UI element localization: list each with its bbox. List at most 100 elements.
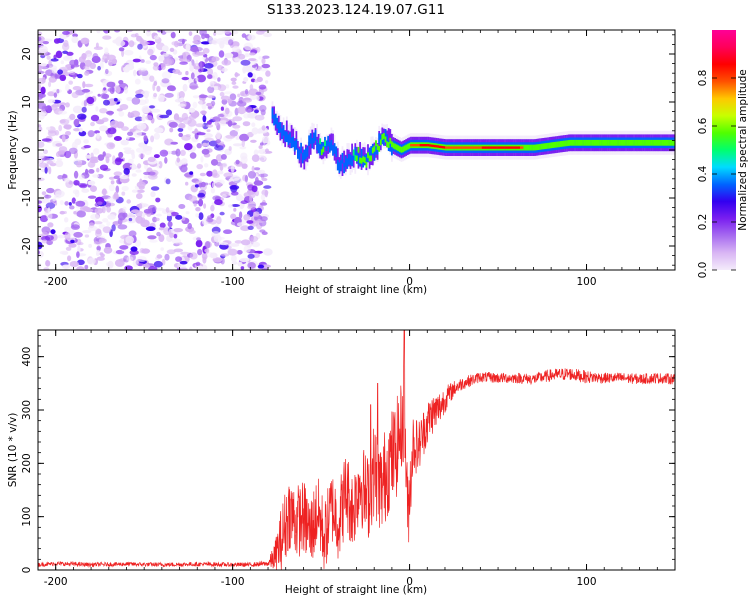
heatmap-cell <box>248 58 257 62</box>
snr-frame <box>37 329 676 571</box>
heatmap-cell <box>225 107 230 115</box>
heatmap-cell <box>216 131 221 140</box>
heatmap-cell <box>78 242 84 246</box>
heatmap-cell <box>68 147 78 154</box>
heatmap-cell <box>188 195 197 202</box>
heatmap-cell <box>228 146 232 151</box>
heatmap-cell <box>234 58 241 63</box>
heatmap-cell <box>46 55 51 60</box>
heatmap-cell <box>241 33 247 38</box>
heatmap-cell <box>234 128 240 132</box>
heatmap-cell <box>80 37 90 45</box>
heatmap-cell <box>81 106 87 113</box>
heatmap-cell <box>56 89 60 94</box>
heatmap-cell <box>198 198 204 207</box>
heatmap-cell <box>38 262 42 269</box>
heatmap-cell <box>249 52 256 56</box>
heatmap-cell <box>130 33 137 38</box>
ridge-cell <box>523 144 525 151</box>
heatmap-cell <box>155 207 165 211</box>
heatmap-cell <box>122 212 128 218</box>
heatmap-cell <box>115 40 126 47</box>
ridge-cell <box>389 141 392 152</box>
heatmap-cell <box>63 217 69 223</box>
heatmap-cell <box>251 154 260 162</box>
ridge-cell <box>351 143 353 161</box>
heatmap-cell <box>220 253 230 257</box>
ridge-cell <box>344 156 347 167</box>
heatmap-cell <box>121 49 125 57</box>
heatmap-cell <box>166 214 172 222</box>
heatmap-cell <box>158 227 165 231</box>
heatmap-cell <box>65 246 72 251</box>
ridge-cell <box>317 134 320 151</box>
ridge-cell <box>359 157 361 164</box>
ridge-cell <box>391 141 393 148</box>
heatmap-cell <box>46 212 53 220</box>
heatmap-cell <box>214 199 223 206</box>
ridge-cell <box>539 144 541 150</box>
y-tick-label: 20 <box>21 47 33 60</box>
heatmap-cell <box>192 95 200 99</box>
y-tick-label: 100 <box>21 507 33 527</box>
heatmap-cell <box>149 54 157 61</box>
ridge-cell <box>281 128 283 139</box>
heatmap-cell <box>128 230 137 237</box>
heatmap-cell <box>86 53 92 60</box>
heatmap-cell <box>225 84 230 89</box>
heatmap-cell <box>220 154 227 160</box>
heatmap-cell <box>122 206 127 212</box>
heatmap-cell <box>68 80 73 85</box>
heatmap-cell <box>185 70 189 76</box>
ridge-cell <box>660 139 662 146</box>
heatmap-cell <box>102 35 112 40</box>
heatmap-cell <box>47 207 51 213</box>
ridge-cell <box>320 149 323 156</box>
heatmap-cell <box>59 250 69 255</box>
ridge-cell <box>327 135 330 147</box>
heatmap-cell <box>232 85 239 89</box>
ridge-cell <box>615 139 618 146</box>
heatmap-cell <box>179 149 186 156</box>
ridge-cell <box>601 139 603 146</box>
heatmap-cell <box>202 142 208 147</box>
heatmap-cell <box>206 170 214 177</box>
ridge-cell <box>403 145 406 152</box>
heatmap-cell <box>122 66 130 73</box>
heatmap-cell <box>150 186 160 191</box>
heatmap-cell <box>113 171 123 176</box>
ridge-cell <box>462 146 465 149</box>
heatmap-cell <box>70 239 75 244</box>
y-tick-label: 200 <box>21 453 33 473</box>
ridge-cell <box>434 144 436 148</box>
heatmap-cell <box>77 113 87 120</box>
heatmap-cell <box>39 162 48 168</box>
heatmap-cell <box>40 62 47 67</box>
heatmap-cell <box>136 189 145 193</box>
heatmap-cell <box>217 84 227 92</box>
ridge-cell <box>376 144 379 151</box>
ridge-cell <box>341 159 344 176</box>
heatmap-cell <box>109 143 114 148</box>
heatmap-cell <box>137 43 143 50</box>
ridge-cell <box>391 144 393 156</box>
heatmap-cell <box>182 52 187 60</box>
heatmap-cell <box>206 74 213 80</box>
heatmap-cell <box>132 259 139 268</box>
ridge-cell <box>400 147 403 153</box>
heatmap-cell <box>73 128 81 132</box>
heatmap-cell <box>168 121 178 128</box>
heatmap-cell <box>131 173 137 177</box>
heatmap-cell <box>200 110 207 115</box>
heatmap-cell <box>188 114 197 120</box>
heatmap-cell <box>247 253 255 259</box>
ridge-cell <box>528 144 530 151</box>
heatmap-cell <box>236 250 243 255</box>
heatmap-cell <box>188 31 193 36</box>
ridge-cell <box>586 139 589 146</box>
heatmap-cell <box>161 71 172 80</box>
heatmap-cell <box>181 158 188 165</box>
ridge-cell <box>453 146 455 149</box>
heatmap-cell <box>238 211 243 219</box>
